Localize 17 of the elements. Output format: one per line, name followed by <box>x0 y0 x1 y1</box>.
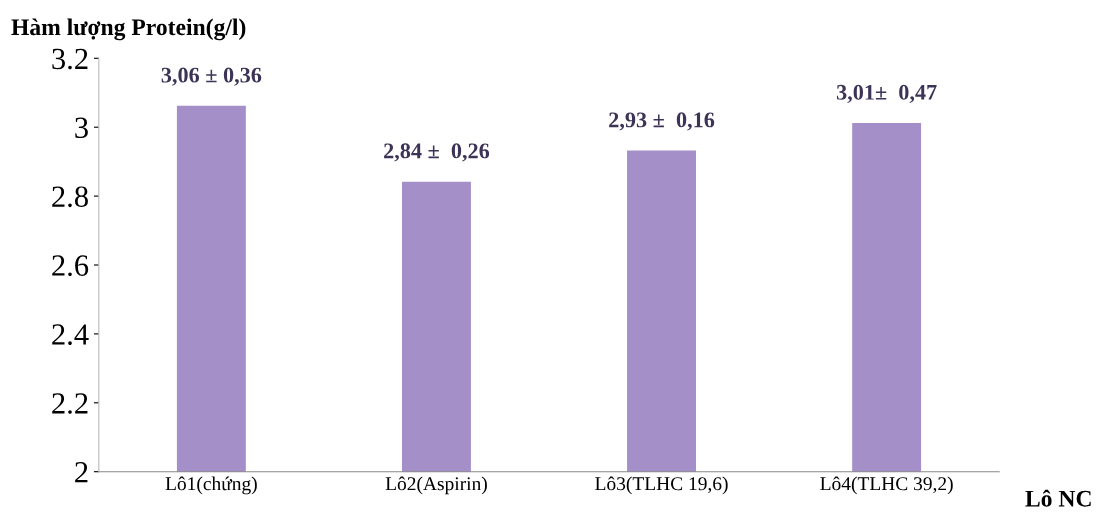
x-tick-label: Lô2(Aspirin) <box>385 476 487 495</box>
y-axis-title: Hàm lượng Protein(g/l) <box>11 18 246 41</box>
x-tick-label: Lô4(TLHC 39,2) <box>820 476 953 495</box>
data-label: 2,84 ± 0,26 <box>384 143 490 162</box>
y-tick-label: 2.6 <box>52 255 89 277</box>
x-tick-label: Lô1(chứng) <box>165 476 257 495</box>
y-tick-label: 3.2 <box>52 48 88 70</box>
y-tick-label: 2.2 <box>52 393 88 414</box>
x-axis-title: Lô NC <box>1025 489 1091 507</box>
data-label: 2,93 ± 0,16 <box>609 112 715 131</box>
y-tick-label: 2.4 <box>52 324 89 345</box>
y-tick-label: 3 <box>75 117 88 139</box>
y-tick-label: 2.8 <box>52 186 88 208</box>
x-tick-label: Lô3(TLHC 19,6) <box>595 476 728 495</box>
y-tick-label: 2 <box>75 462 88 483</box>
data-label: 3,01± 0,47 <box>836 84 937 104</box>
data-label: 3,06 ± 0,36 <box>161 67 262 86</box>
